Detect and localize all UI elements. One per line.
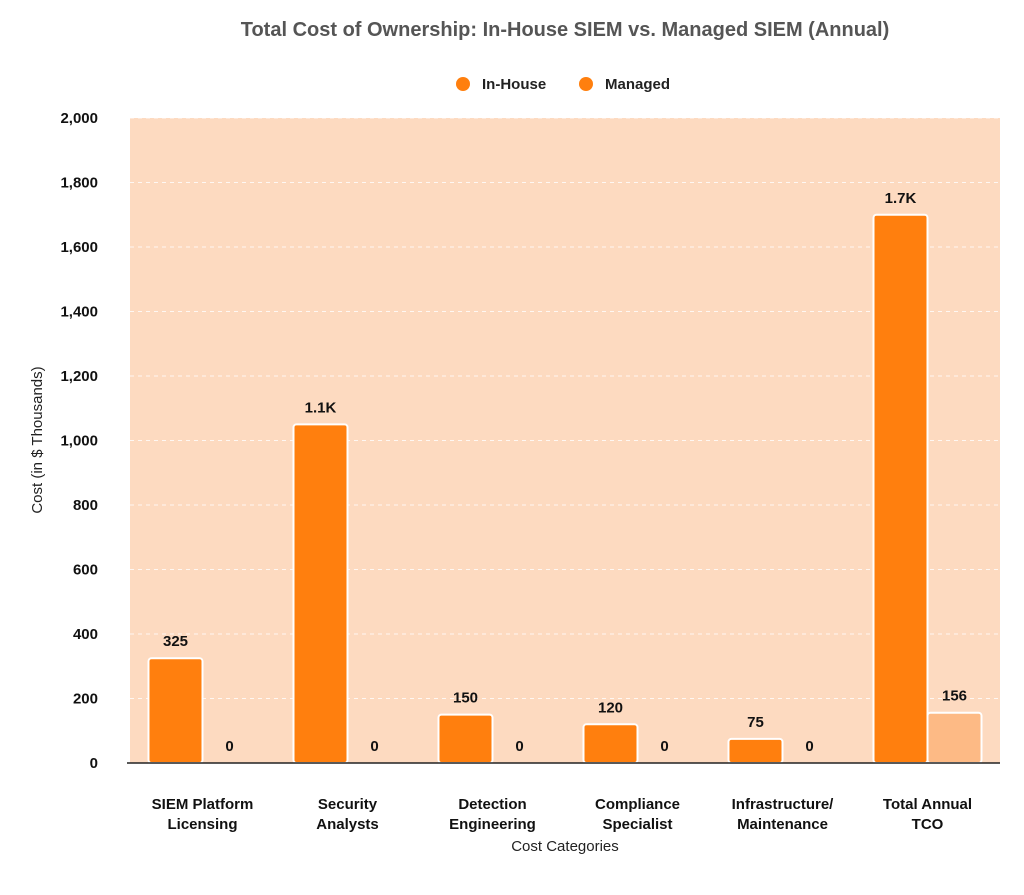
- y-tick-label: 2,000: [60, 110, 98, 127]
- data-label: 0: [515, 738, 523, 755]
- data-label: 0: [370, 738, 378, 755]
- y-tick-label: 800: [73, 497, 98, 514]
- legend-marker-in-house: [456, 77, 470, 91]
- bar-in-house: [582, 723, 639, 764]
- x-tick-label: Infrastructure/Maintenance: [732, 796, 835, 833]
- x-tick-label: Compliance Specialist: [595, 796, 680, 833]
- data-label: 0: [225, 738, 233, 755]
- x-tick-label: Detection Engineering: [449, 796, 536, 833]
- legend-label-in-house: In-House: [482, 76, 546, 93]
- x-tick-label: Total Annual TCO: [883, 796, 972, 833]
- data-label: 150: [453, 690, 478, 707]
- data-label: 0: [660, 738, 668, 755]
- data-label: 156: [942, 688, 967, 705]
- x-tick-label: SIEM Platform Licensing: [152, 796, 254, 833]
- bar-in-house: [147, 657, 204, 764]
- y-tick-label: 200: [73, 691, 98, 708]
- y-tick-label: 1,200: [60, 368, 98, 385]
- y-axis-title: Cost (in $ Thousands): [29, 366, 46, 513]
- data-label: 75: [747, 714, 764, 731]
- bar-in-house: [292, 423, 349, 764]
- chart-title: Total Cost of Ownership: In-House SIEM v…: [241, 19, 890, 41]
- y-tick-label: 1,800: [60, 175, 98, 192]
- legend: In-House Managed: [456, 76, 670, 93]
- y-tick-label: 0: [90, 755, 98, 772]
- y-tick-label: 1,000: [60, 433, 98, 450]
- x-axis-title: Cost Categories: [511, 838, 619, 855]
- bar-managed: [926, 711, 983, 765]
- bar-in-house: [727, 737, 784, 764]
- y-tick-label: 600: [73, 562, 98, 579]
- y-tick-label: 1,600: [60, 239, 98, 256]
- y-axis: 0 200 400 600 800 1,000 1,200 1,400 1,600 1,800 2,…: [60, 110, 98, 772]
- bar-in-house: [872, 213, 929, 764]
- x-tick-label: Security Analysts: [316, 796, 379, 833]
- bar-in-house: [437, 713, 494, 764]
- data-label: 325: [163, 633, 188, 650]
- legend-label-managed: Managed: [605, 76, 670, 93]
- legend-marker-managed: [579, 77, 593, 91]
- data-label: 120: [598, 699, 623, 716]
- data-label: 1.7K: [885, 190, 917, 207]
- gridlines: [130, 117, 1000, 699]
- x-axis: SIEM Platform Licensing Security Analysts De…: [152, 796, 972, 833]
- data-label: 1.1K: [305, 399, 337, 416]
- data-label: 0: [805, 738, 813, 755]
- y-tick-label: 400: [73, 626, 98, 643]
- y-tick-label: 1,400: [60, 304, 98, 321]
- data-labels: 325 0 1.1K 0 150 0 120 0 75 0 1.7K 156: [163, 190, 967, 755]
